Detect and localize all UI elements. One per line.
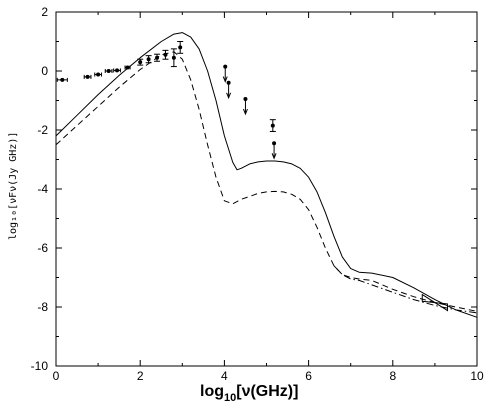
- x-axis-title-sub: 10: [224, 392, 236, 404]
- data-points: [56, 41, 276, 132]
- upper-limit-arrow: [222, 76, 228, 83]
- data-point: [170, 48, 177, 68]
- data-point: [104, 69, 113, 73]
- upper-limit: [271, 141, 277, 160]
- data-point: [137, 58, 144, 66]
- upper-limit-marker: [223, 64, 228, 69]
- data-point: [177, 41, 184, 54]
- series-line-dashed: [55, 51, 478, 312]
- data-point-marker: [85, 74, 90, 79]
- x-tick-label: 2: [137, 369, 144, 383]
- plot-frame: [55, 11, 478, 367]
- x-tick-label: 10: [470, 369, 484, 383]
- upper-limits: [222, 64, 277, 160]
- upper-limit-arrow: [242, 108, 248, 116]
- upper-limit-arrow: [271, 153, 277, 160]
- x-axis-title: log10[ν(GHz)]: [200, 383, 298, 404]
- bowtie-spectrum: [421, 293, 449, 312]
- data-point-marker: [155, 55, 160, 60]
- y-axis-ticks: 2 0 -2 -4 -6 -8 -10: [31, 5, 477, 373]
- upper-limit: [226, 80, 232, 100]
- model-curves: [55, 32, 478, 318]
- x-tick-label: 0: [53, 369, 60, 383]
- data-point-marker: [178, 45, 183, 50]
- data-point-marker: [125, 65, 130, 70]
- y-tick-label: -4: [37, 182, 48, 196]
- x-axis-title-rest: [ν(GHz)]: [236, 383, 298, 400]
- data-point: [56, 77, 68, 82]
- upper-limit: [222, 64, 228, 83]
- y-tick-label: 0: [41, 64, 48, 78]
- data-point: [269, 119, 276, 132]
- data-point-marker: [270, 123, 275, 128]
- series-line-solid: [55, 32, 478, 318]
- data-point: [83, 74, 92, 79]
- data-point-marker: [171, 55, 176, 60]
- y-tick-label: -2: [37, 123, 48, 137]
- data-point-marker: [96, 72, 101, 77]
- upper-limit: [242, 97, 248, 116]
- data-point: [162, 49, 169, 60]
- data-point-marker: [115, 68, 120, 73]
- data-point: [94, 72, 102, 77]
- data-point-marker: [106, 69, 111, 73]
- data-point: [145, 55, 152, 64]
- y-tick-label: -6: [37, 241, 48, 255]
- series-line-dashdot: [333, 265, 478, 314]
- x-axis-ticks: 0 2 4 6 8 10: [53, 12, 484, 383]
- data-point-marker: [60, 77, 65, 82]
- upper-limit-arrow: [226, 92, 232, 100]
- data-point-marker: [138, 60, 143, 65]
- data-point-marker: [146, 57, 151, 62]
- data-point: [124, 65, 131, 70]
- bowtie-outline: [421, 293, 449, 312]
- x-tick-label: 6: [305, 369, 312, 383]
- y-tick-label: -8: [37, 300, 48, 314]
- y-tick-label: 2: [41, 5, 48, 19]
- data-point: [113, 68, 121, 73]
- upper-limit-marker: [226, 80, 231, 85]
- x-axis-title-main: log: [200, 383, 224, 400]
- upper-limit-marker: [243, 97, 248, 102]
- upper-limit-marker: [272, 141, 277, 146]
- x-tick-label: 4: [221, 369, 228, 383]
- x-tick-label: 8: [389, 369, 396, 383]
- y-axis-title: log₁₀[νFν(Jy GHz)]: [8, 132, 19, 240]
- y-tick-label: -10: [31, 359, 49, 373]
- data-point-marker: [163, 52, 168, 57]
- data-point: [154, 53, 161, 62]
